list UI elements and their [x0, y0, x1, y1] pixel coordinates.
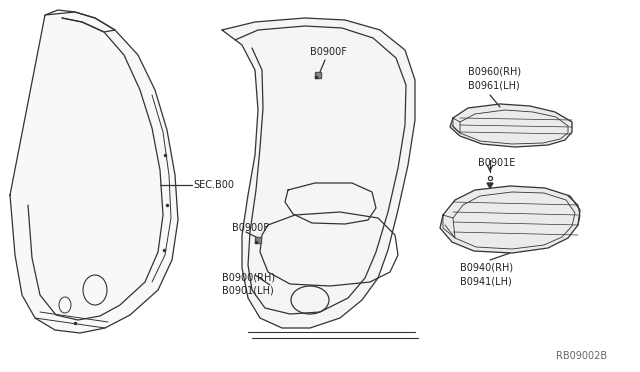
Text: B0900(RH)
B0901(LH): B0900(RH) B0901(LH)	[222, 272, 275, 295]
Text: B0901E: B0901E	[478, 158, 515, 168]
Polygon shape	[450, 104, 572, 147]
Text: B0900F: B0900F	[232, 223, 269, 233]
Text: B0960(RH)
B0961(LH): B0960(RH) B0961(LH)	[468, 67, 521, 90]
Text: B0900F: B0900F	[310, 47, 347, 57]
Text: B0940(RH)
B0941(LH): B0940(RH) B0941(LH)	[460, 263, 513, 286]
Text: RB09002B: RB09002B	[556, 351, 607, 361]
Polygon shape	[222, 18, 415, 328]
Polygon shape	[10, 10, 178, 333]
Text: SEC.B00: SEC.B00	[193, 180, 234, 190]
Polygon shape	[440, 186, 580, 253]
Polygon shape	[487, 183, 493, 188]
